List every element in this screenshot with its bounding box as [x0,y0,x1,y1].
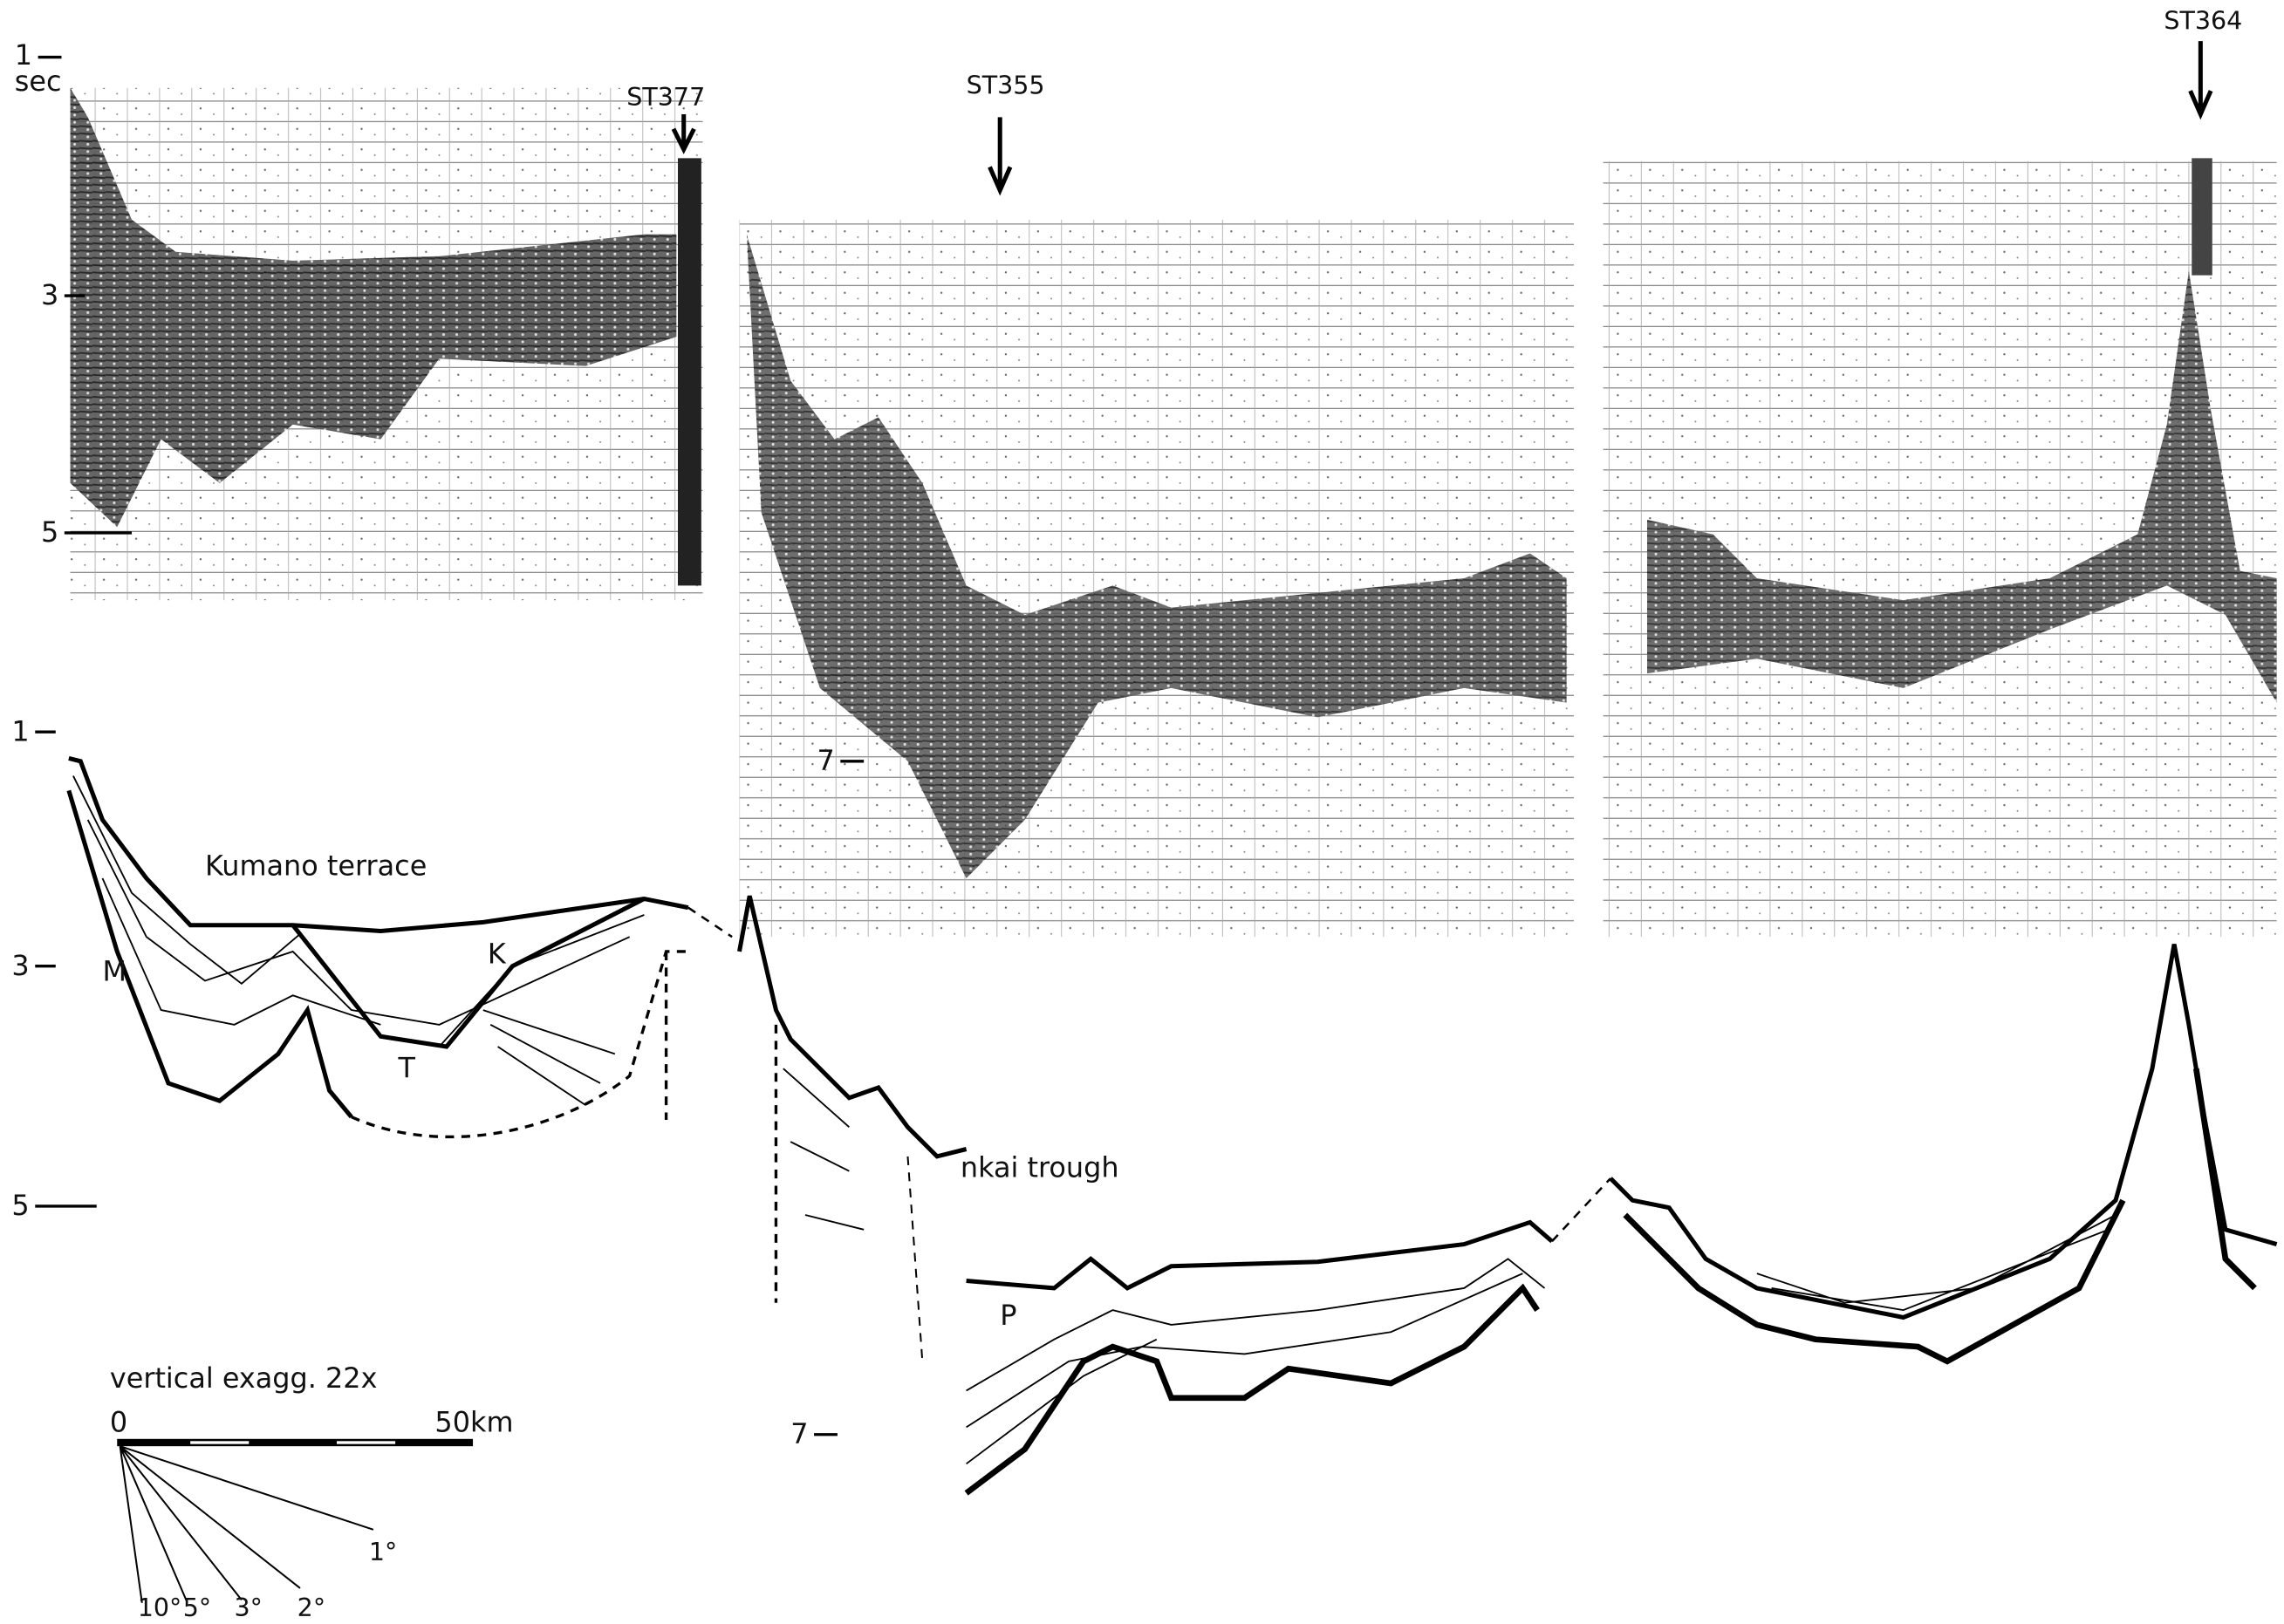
slope-label: 3° [235,1593,263,1621]
time-label: 5 [11,1189,29,1222]
feature-label: M [102,955,127,988]
time-label: 5 [41,515,58,549]
scale-end: 50km [434,1405,513,1438]
slope-label: 5° [183,1593,211,1621]
time-label: 3 [11,949,29,982]
feature-label: Kumano terrace [205,850,427,883]
feature-label: T [397,1051,415,1084]
slope-label: 2° [297,1593,325,1621]
upper-axis: 1 sec 3 5 7 [15,38,865,777]
slope-label: 10° [138,1593,182,1621]
time-label: 7 [817,744,834,777]
scale-caption: vertical exagg. 22x [110,1361,378,1395]
time-label: 1 [15,38,32,72]
lower-axis: 1 3 5 7 [11,714,838,1450]
slope-label: 1° [369,1538,397,1566]
station-label: ST364 [2164,7,2242,36]
station-label: ST355 [967,72,1045,100]
feature-label: K [488,937,507,970]
time-unit: sec [15,65,62,98]
scale-start: 0 [110,1405,127,1438]
feature-label: P [1000,1299,1016,1332]
time-label: 1 [11,714,29,747]
stations: ST377 ST355 ST364 [626,7,2242,196]
time-label: 3 [41,278,58,311]
time-label: 7 [790,1417,808,1450]
scale: vertical exagg. 22x 0 50km 1° 2° 3° 5° 1… [110,1361,514,1622]
station-label: ST377 [626,83,705,112]
seismic-record [70,87,2277,938]
interpretation [66,755,2278,1496]
feature-label: nkai trough [961,1150,1119,1184]
